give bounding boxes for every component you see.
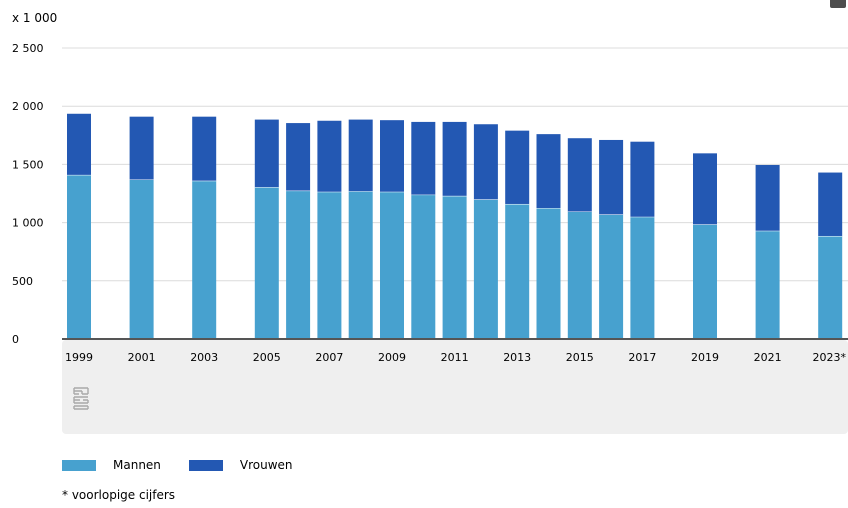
bar-mannen-1999 <box>67 174 91 339</box>
y-tick-label: 2 000 <box>12 100 44 113</box>
y-unit-label: x 1 000 <box>12 11 57 25</box>
bar-vrouwen-2008 <box>348 119 373 192</box>
x-tick-label: 2003 <box>190 351 218 364</box>
bar-vrouwen-2019 <box>693 153 717 225</box>
y-tick-labels: 0 500 1 000 1 500 2 000 2 500 <box>12 42 44 346</box>
bar-vrouwen-2014 <box>536 134 561 209</box>
bar-mannen-2016 <box>599 214 624 339</box>
bar-mannen-2010 <box>411 194 436 339</box>
x-tick-label: 2001 <box>128 351 156 364</box>
cbs-logo <box>73 387 89 410</box>
x-tick-labels: 1999 2001 2003 2005 2007 2009 2011 2013 2015 2017… <box>65 351 846 364</box>
footnote: * voorlopige cijfers <box>62 488 176 502</box>
legend: Mannen Vrouwen <box>62 458 321 472</box>
x-tick-label: 2023* <box>813 351 847 364</box>
bar-vrouwen-2006 <box>286 123 311 191</box>
bar-mannen-2011 <box>442 195 467 339</box>
y-tick-label: 500 <box>12 275 33 288</box>
bar-mannen-2017 <box>630 216 655 339</box>
bar-vrouwen-2007 <box>317 120 342 192</box>
x-tick-label: 2019 <box>691 351 719 364</box>
bar-mannen-2021 <box>755 230 780 339</box>
bar-mannen-2003 <box>192 180 217 339</box>
x-tick-label: 2009 <box>378 351 406 364</box>
bar-mannen-2014 <box>536 208 561 339</box>
bar-vrouwen-1999 <box>67 113 91 175</box>
x-tick-label: 2005 <box>253 351 281 364</box>
bar-vrouwen-2012 <box>473 124 498 200</box>
legend-swatch-mannen <box>62 459 96 471</box>
bar-vrouwen-2001 <box>129 116 154 180</box>
bar-vrouwen-2021 <box>755 164 780 231</box>
bar-mannen-2009 <box>380 191 404 339</box>
bar-mannen-2013 <box>505 203 530 339</box>
bars <box>67 113 843 339</box>
bar-vrouwen-2017 <box>630 141 655 217</box>
bar-mannen-2007 <box>317 191 342 339</box>
legend-item-vrouwen: Vrouwen <box>188 458 293 472</box>
x-axis-panel <box>62 340 848 434</box>
bar-vrouwen-2023 <box>818 172 843 236</box>
x-tick-label: 2013 <box>503 351 531 364</box>
bar-vrouwen-2005 <box>254 119 279 188</box>
bar-vrouwen-2016 <box>599 139 624 215</box>
bar-mannen-2006 <box>286 190 311 339</box>
x-tick-label: 2017 <box>628 351 656 364</box>
x-tick-label: 2021 <box>754 351 782 364</box>
bar-vrouwen-2015 <box>567 138 592 212</box>
x-tick-label: 2007 <box>315 351 343 364</box>
bar-mannen-2001 <box>129 179 154 339</box>
legend-item-mannen: Mannen <box>62 458 161 472</box>
bar-mannen-2019 <box>693 224 717 339</box>
y-tick-label: 2 500 <box>12 42 44 55</box>
menu-icon[interactable] <box>830 0 846 8</box>
legend-swatch-vrouwen <box>188 459 223 471</box>
y-tick-label: 0 <box>12 333 19 346</box>
x-tick-label: 2015 <box>566 351 594 364</box>
y-tick-label: 1 500 <box>12 158 44 171</box>
bar-mannen-2005 <box>254 187 279 339</box>
x-tick-label: 2011 <box>441 351 469 364</box>
legend-label-mannen: Mannen <box>113 458 161 472</box>
bar-vrouwen-2011 <box>442 121 467 196</box>
bar-vrouwen-2013 <box>505 130 530 204</box>
bar-vrouwen-2010 <box>411 121 436 195</box>
y-tick-label: 1 000 <box>12 217 44 230</box>
bar-vrouwen-2003 <box>192 116 217 181</box>
bar-mannen-2008 <box>348 191 373 339</box>
bar-vrouwen-2009 <box>380 120 404 192</box>
legend-label-vrouwen: Vrouwen <box>239 458 293 472</box>
bar-mannen-2023 <box>818 235 843 339</box>
bar-mannen-2015 <box>567 211 592 339</box>
bar-mannen-2012 <box>473 199 498 339</box>
x-tick-label: 1999 <box>65 351 93 364</box>
